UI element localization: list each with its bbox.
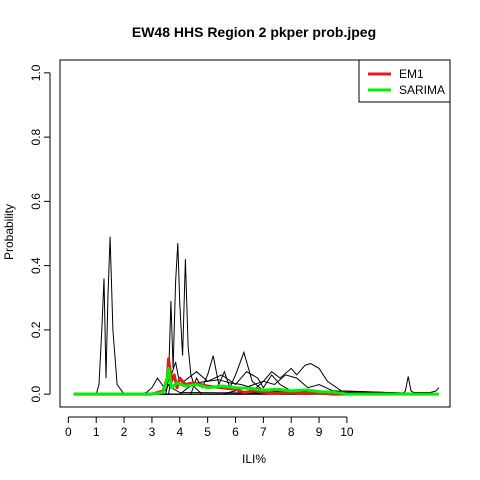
thin-curve-6: [73, 374, 439, 395]
x-tick-label: 5: [204, 425, 211, 439]
x-tick-label: 3: [149, 425, 156, 439]
x-axis: 0 1 2 3 4 5 6 7 8 9 10: [65, 416, 354, 439]
legend: EM1 SARIMA: [358, 59, 451, 103]
y-tick-label: 0.0: [29, 385, 43, 402]
x-tick-label: 7: [260, 425, 267, 439]
x-tick-label: 2: [121, 425, 128, 439]
y-tick-label: 0.2: [29, 321, 43, 338]
thin-curve-4: [73, 350, 439, 395]
x-tick-label: 8: [288, 425, 295, 439]
thin-curve-3: [73, 361, 439, 395]
series-line-sarima: [73, 366, 439, 396]
x-tick-label: 9: [316, 425, 323, 439]
x-tick-label: 0: [65, 425, 72, 439]
x-tick-label: 10: [340, 425, 354, 439]
legend-box: [358, 59, 451, 103]
main-series-lines: [73, 357, 439, 396]
legend-label-sarima: SARIMA: [399, 83, 445, 97]
x-axis-title: ILI%: [242, 452, 266, 466]
plot-frame: [59, 59, 451, 408]
y-tick-label: 1.0: [29, 64, 43, 81]
y-tick-label: 0.4: [29, 257, 43, 274]
x-tick-label: 6: [232, 425, 239, 439]
legend-label-em1: EM1: [399, 67, 424, 81]
y-axis-title: Probability: [2, 204, 16, 260]
x-tick-label: 1: [93, 425, 100, 439]
y-tick-label: 0.8: [29, 128, 43, 145]
y-axis: 0.0 0.2 0.4 0.6 0.8 1.0: [29, 64, 51, 402]
chart-title: EW48 HHS Region 2 pkper prob.jpeg: [132, 24, 376, 40]
thin-curve-1: [73, 236, 439, 395]
y-tick-label: 0.6: [29, 193, 43, 210]
x-tick-label: 4: [176, 425, 183, 439]
